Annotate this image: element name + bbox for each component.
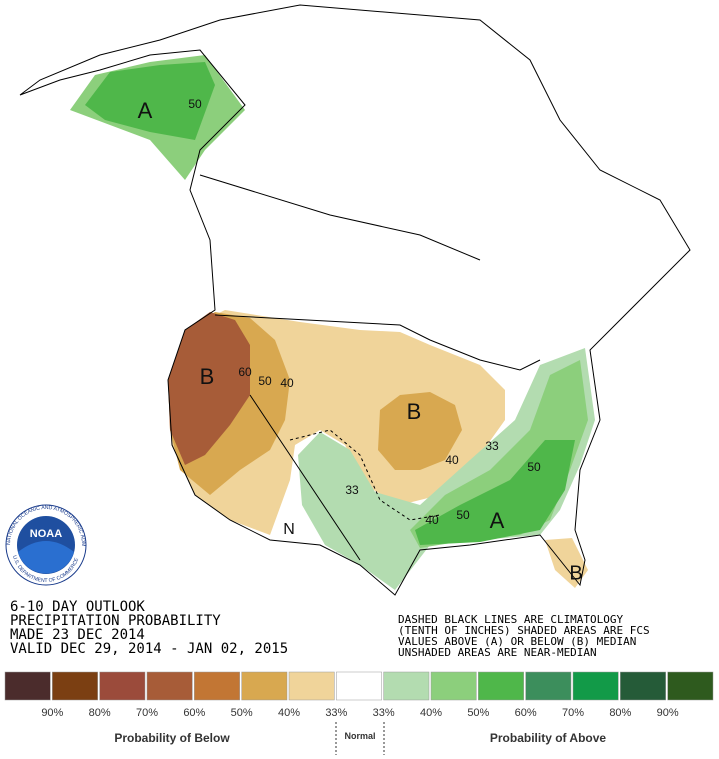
map-label: N — [283, 521, 295, 538]
legend-swatch — [194, 671, 240, 701]
logo-wave — [18, 541, 74, 574]
region-above-50 — [415, 440, 575, 545]
legend-label: 33% — [373, 707, 395, 719]
legend-label: 40% — [420, 707, 442, 719]
legend-label: 80% — [89, 707, 111, 719]
legend-label: 90% — [657, 707, 679, 719]
map-label: 60 — [238, 365, 252, 379]
legend-swatch — [430, 671, 477, 701]
border — [214, 314, 541, 371]
map-label: A — [490, 508, 505, 533]
legend-swatch — [146, 671, 193, 701]
legend-label: 60% — [515, 707, 537, 719]
legend-swatch — [99, 671, 146, 701]
title-line: VALID DEC 29, 2014 - JAN 02, 2015 — [10, 641, 288, 657]
region-above-50 — [85, 62, 215, 140]
title-line: 6-10 DAY OUTLOOK — [10, 599, 145, 615]
legend-below-caption: Probability of Below — [114, 731, 230, 745]
map-label: 50 — [456, 508, 470, 522]
region-below-60 — [168, 312, 250, 465]
legend-swatch — [383, 671, 430, 701]
map-label: 50 — [188, 97, 202, 111]
legend-label: 50% — [467, 707, 489, 719]
legend-swatch — [241, 671, 288, 701]
map-label: 50 — [258, 374, 272, 388]
legend-swatch — [620, 671, 666, 701]
legend-label: 70% — [136, 707, 158, 719]
note-line: VALUES ABOVE (A) OR BELOW (B) MEDIAN — [398, 635, 636, 648]
border — [249, 394, 361, 561]
legend-swatch — [288, 671, 335, 701]
map-label: A — [138, 98, 153, 123]
legend-swatch — [572, 671, 619, 701]
note-line: (TENTH OF INCHES) SHADED AREAS ARE FCS — [398, 624, 650, 637]
map-label: B — [407, 399, 422, 424]
legend-swatch — [525, 671, 572, 701]
legend-swatch — [52, 671, 98, 701]
legend-above-caption: Probability of Above — [490, 731, 607, 745]
logo-name: NOAA — [30, 528, 62, 540]
border — [199, 174, 481, 261]
legend-label: 80% — [609, 707, 631, 719]
legend-label: 60% — [183, 707, 205, 719]
note-line: DASHED BLACK LINES ARE CLIMATOLOGY — [398, 613, 624, 626]
map-label: 33 — [345, 483, 359, 497]
map-label: 40 — [445, 453, 459, 467]
legend-swatch — [336, 671, 382, 701]
climatology-line — [289, 429, 441, 521]
legend-label: 33% — [325, 707, 347, 719]
legend-normal-caption: Normal — [344, 731, 375, 741]
legend-swatch — [478, 671, 524, 701]
note-line: UNSHADED AREAS ARE NEAR-MEDIAN — [398, 646, 597, 659]
region-below-33 — [545, 538, 588, 588]
legend-swatch — [4, 671, 51, 701]
title-line: MADE 23 DEC 2014 — [10, 627, 145, 643]
coastline — [19, 4, 691, 596]
map-label: 33 — [485, 439, 499, 453]
legend-label: 50% — [231, 707, 253, 719]
legend-swatch — [667, 671, 714, 701]
map-label: 40 — [280, 376, 294, 390]
map-label: 50 — [527, 460, 541, 474]
map-label: B — [569, 562, 582, 584]
map-label: B — [200, 364, 215, 389]
region-below-40 — [378, 392, 462, 470]
map-label: 40 — [425, 513, 439, 527]
legend-label: 70% — [562, 707, 584, 719]
legend-label: 40% — [278, 707, 300, 719]
title-line: PRECIPITATION PROBABILITY — [10, 613, 221, 629]
legend-label: 90% — [41, 707, 63, 719]
